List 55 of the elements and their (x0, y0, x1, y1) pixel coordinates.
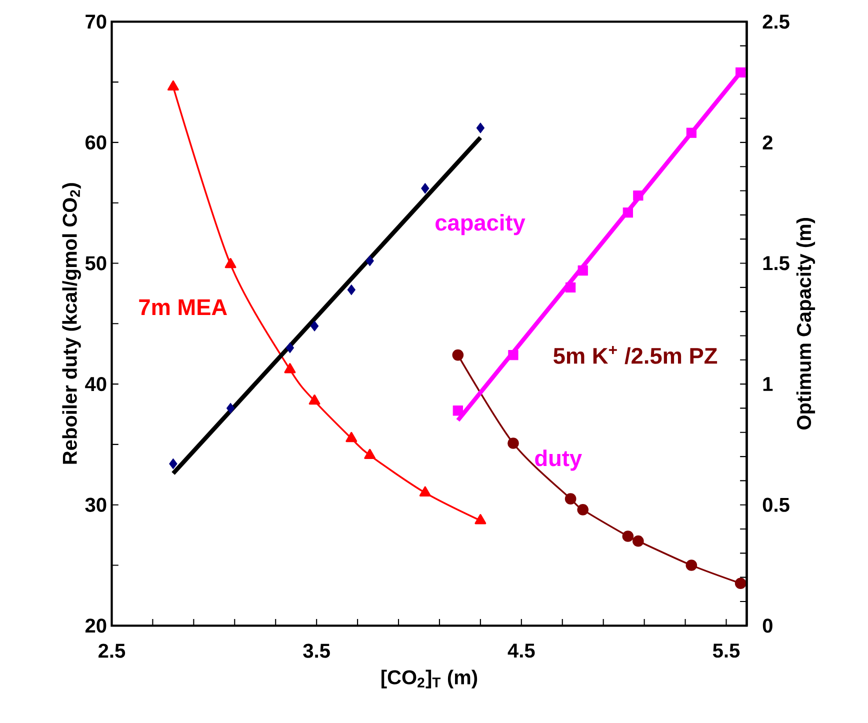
y-tick-label: 60 (86, 135, 106, 150)
point (167, 80, 179, 91)
point (736, 67, 746, 78)
point (366, 256, 374, 266)
point (226, 402, 235, 414)
point (310, 320, 319, 332)
y-tick-label: 70 (86, 14, 106, 29)
y-tick-label: 40 (85, 376, 106, 392)
y-tick-label: 20 (85, 618, 106, 633)
y2-tick-label: 1 (763, 377, 773, 391)
y2-tick-label: 0.5 (762, 498, 790, 512)
y-tick-label: 30 (85, 498, 106, 512)
x-tick-label: 5.5 (712, 644, 740, 658)
point (622, 530, 634, 542)
point (364, 448, 376, 459)
point (686, 128, 696, 138)
y-axis-title: Reboiler duty (kcal/gmol CO$_{2}$) (62, 183, 81, 464)
point (734, 578, 746, 590)
y2-tick-label: 2 (762, 135, 772, 150)
x-tick-label: 3.5 (303, 644, 330, 658)
point (421, 183, 430, 194)
point (508, 350, 518, 360)
point (633, 190, 644, 201)
point (286, 342, 294, 354)
point (346, 432, 358, 442)
point (476, 122, 485, 134)
point (452, 349, 464, 361)
point (452, 406, 463, 416)
point (564, 493, 576, 504)
x-tick-label: 4.5 (508, 644, 535, 658)
point (566, 282, 576, 292)
y2-axis-title: Optimum Capacity (m) (796, 218, 816, 430)
point (578, 265, 588, 276)
point (686, 560, 698, 571)
point (508, 438, 519, 449)
y2-tick-label: 2.5 (762, 14, 790, 29)
point (474, 514, 486, 524)
point (284, 363, 296, 374)
annotation: capacity (436, 214, 526, 236)
x-tick-label: 2.5 (98, 644, 126, 658)
y2-tick-label: 0 (762, 618, 772, 633)
x-axis-title: [CO$_{2}$]$_{T}$ (m) (382, 670, 478, 688)
series-label: 7m MEA (139, 299, 227, 315)
annotation: duty (535, 450, 582, 471)
point (308, 394, 320, 405)
point (632, 535, 644, 547)
point (622, 207, 633, 218)
point (419, 486, 431, 496)
point (347, 284, 356, 296)
point (169, 458, 178, 470)
y-tick-label: 50 (85, 256, 106, 270)
point (577, 504, 589, 516)
y2-tick-label: 1.5 (763, 256, 790, 270)
text: 5m K$^{+}$ /2.5m PZ (554, 346, 718, 364)
point (224, 258, 236, 268)
